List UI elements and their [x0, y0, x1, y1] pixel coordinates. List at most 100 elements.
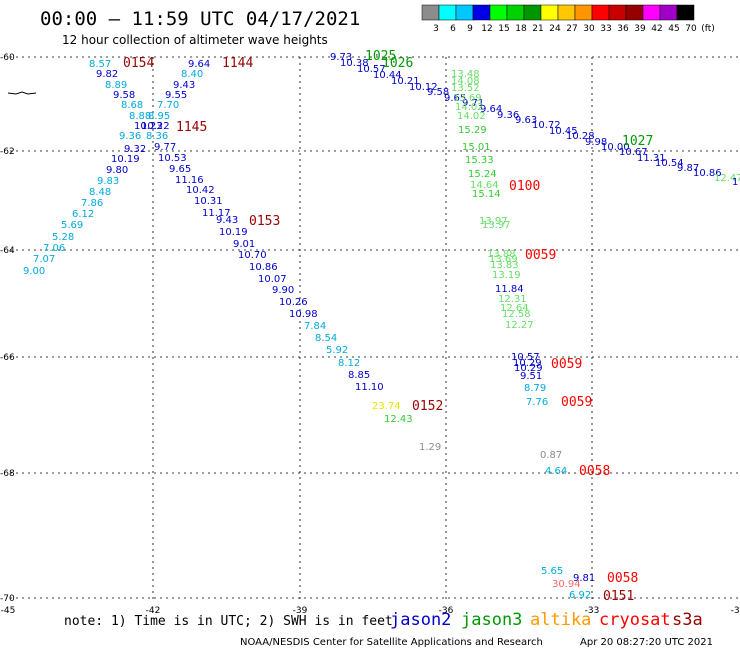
wave-height-value: 10.57 — [511, 352, 540, 363]
wave-height-value: 10.07 — [258, 274, 287, 285]
wave-height-value: 9.90 — [272, 285, 294, 296]
wave-height-value: 13.52 — [451, 83, 480, 94]
wave-height-value: 10.53 — [158, 153, 187, 164]
wave-height-value: 13.97 — [482, 220, 511, 231]
wave-height-value: 8.68 — [121, 100, 143, 111]
wave-height-value: 5.92 — [326, 345, 348, 356]
pass-time-label: 0059 — [561, 395, 592, 410]
wave-height-value: 12.31 — [498, 294, 527, 305]
wave-height-value: 9.51 — [520, 371, 542, 382]
wave-height-value: 10.42 — [186, 185, 215, 196]
pass-time-label: 0154 — [123, 56, 154, 71]
wave-height-value: 8.48 — [89, 187, 111, 198]
wave-height-value: 9.00 — [23, 266, 45, 277]
wave-height-value: 14.08 — [451, 76, 480, 87]
wave-height-value: 13.88 — [487, 249, 516, 260]
wave-height-value: 7.76 — [526, 397, 548, 408]
scale-swatch — [489, 4, 508, 21]
wave-height-value: 7.06 — [43, 243, 65, 254]
wave-height-value: 10.22 — [141, 121, 170, 132]
wave-height-value: 5.69 — [61, 220, 83, 231]
scale-label: 9 — [467, 24, 473, 34]
wave-height-value: 9.64 — [480, 104, 502, 115]
wave-height-value: 9.65 — [444, 93, 466, 104]
scale-label: 24 — [549, 24, 561, 34]
lon-label: -39 — [293, 606, 308, 616]
wave-height-value: 6.92 — [569, 590, 591, 601]
scale-label: 6 — [450, 24, 456, 34]
wave-height-value: 10.54 — [655, 158, 684, 169]
scale-swatch — [421, 4, 440, 21]
wave-height-value: 12.47 — [714, 173, 740, 184]
scale-label: 36 — [617, 24, 629, 34]
wave-height-value: 9.01 — [233, 239, 255, 250]
wave-height-observations: 8.579.828.899.588.688.8810.239.369.3210.… — [23, 52, 740, 601]
wave-height-value: 10.72 — [532, 120, 561, 131]
scale-swatch — [472, 4, 491, 21]
footer-timestamp: Apr 20 08:27:20 UTC 2021 — [580, 637, 713, 648]
wave-height-value: 9.81 — [573, 573, 595, 584]
scale-label: 30 — [583, 24, 595, 34]
wave-height-value: 10.29 — [514, 363, 543, 374]
wave-height-value: 7.84 — [304, 321, 326, 332]
scale-label: 21 — [532, 24, 543, 34]
pass-time-label: 0059 — [551, 357, 582, 372]
wave-height-value: 1 — [732, 177, 738, 188]
wave-height-value: 10.38 — [340, 58, 369, 69]
scale-swatch — [438, 4, 457, 21]
satellite-jason2: jason2 — [390, 610, 451, 630]
wave-height-value: 5.28 — [52, 232, 74, 243]
wave-height-value: 9.98 — [585, 137, 607, 148]
wave-height-value: 9.80 — [106, 165, 128, 176]
pass-time-label: 1026 — [382, 56, 413, 71]
scale-swatch — [455, 4, 474, 21]
lat-label: -70 — [0, 594, 15, 604]
scale-swatch — [608, 4, 627, 21]
wave-height-value: 13.83 — [490, 260, 519, 271]
wave-height-value: 9.83 — [97, 176, 119, 187]
color-scale-legend: 3 6 9 12 15 18 21 24 27 30 33 36 39 42 45 70 (ft) — [421, 4, 715, 34]
scale-swatch — [625, 4, 644, 21]
pass-time-label: 0152 — [412, 399, 443, 414]
wave-height-value: 1.29 — [419, 442, 441, 453]
scale-label: 3 — [433, 24, 439, 34]
pass-time-label: 1025 — [365, 49, 396, 64]
pass-time-label: 0100 — [509, 179, 540, 194]
wave-height-value: 6.12 — [72, 209, 94, 220]
satellite-legend: jason2 jason3 altika cryosat s3a — [390, 610, 703, 630]
wave-height-value: 10.29 — [513, 358, 542, 369]
satellite-s3a: s3a — [672, 610, 703, 630]
wave-height-value: 0.87 — [540, 450, 562, 461]
pass-time-label: 1144 — [222, 56, 253, 71]
wave-height-value: 10.67 — [619, 147, 648, 158]
scale-label: 33 — [600, 24, 611, 34]
wave-height-value: 15.14 — [472, 189, 501, 200]
wave-height-value: 10.45 — [549, 126, 578, 137]
coastline-fragment — [7, 91, 37, 95]
wave-height-value: 9.32 — [124, 144, 146, 155]
wave-height-value: 8.57 — [89, 59, 111, 70]
scale-swatch — [557, 4, 576, 21]
wave-height-value: 8.12 — [338, 358, 360, 369]
wave-height-value: 10.26 — [279, 297, 308, 308]
wave-height-value: 12.27 — [505, 320, 534, 331]
wave-height-value: 9.58 — [427, 87, 449, 98]
wave-height-value: 12.43 — [384, 414, 413, 425]
wave-height-value: 10.00 — [601, 142, 630, 153]
wave-height-value: 9.87 — [677, 163, 699, 174]
wave-height-value: 8.36 — [146, 131, 168, 142]
lat-label: -62 — [0, 147, 15, 157]
wave-height-value: 11.84 — [495, 284, 524, 295]
wave-height-value: 10.19 — [219, 227, 248, 238]
wave-height-value: 15.29 — [458, 125, 487, 136]
scale-swatch — [676, 4, 695, 21]
wave-height-value: 10.70 — [238, 250, 267, 261]
wave-height-value: 9.73 — [330, 52, 352, 63]
scale-swatch — [591, 4, 610, 21]
wave-height-value: 8.95 — [148, 111, 170, 122]
wave-height-value: 7.86 — [81, 198, 103, 209]
wave-height-value: 8.88 — [129, 111, 151, 122]
wave-height-value: 14.02 — [457, 111, 486, 122]
satellite-cryosat: cryosat — [599, 610, 671, 630]
